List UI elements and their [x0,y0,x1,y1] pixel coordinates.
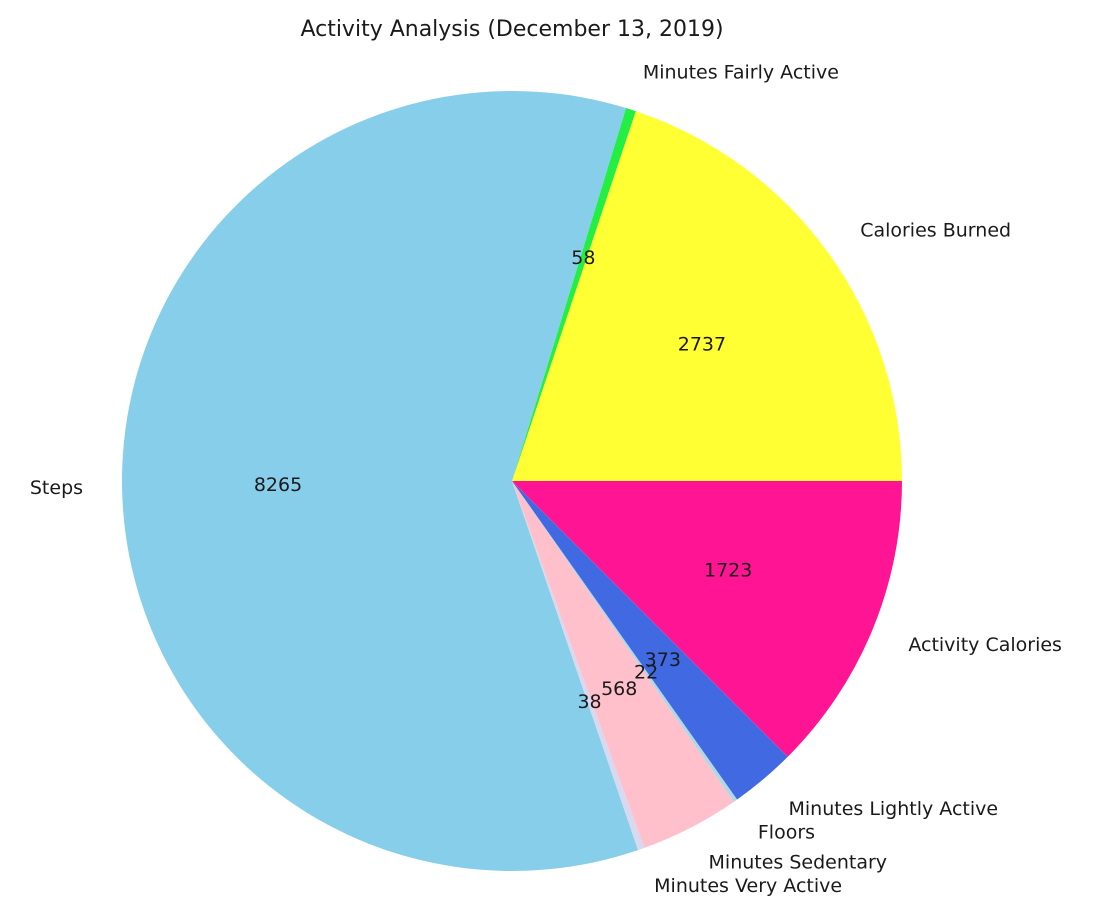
value-label-minutes-sedentary: 568 [601,678,637,700]
pie-slice-minutes-sedentary [512,481,734,848]
pie-slice-calories-burned [512,111,902,482]
pie-slice-minutes-very-active [512,481,645,851]
slice-label-minutes-fairly-active: Minutes Fairly Active [643,61,839,83]
value-label-floors: 22 [634,662,658,684]
slice-labels: Calories Burned Minutes Fairly Active Step… [30,61,1062,896]
slice-label-calories-burned: Calories Burned [860,219,1011,241]
slice-label-minutes-sedentary: Minutes Sedentary [709,851,888,873]
slice-label-minutes-very-active: Minutes Very Active [654,875,842,897]
slice-label-steps: Steps [30,477,83,499]
value-label-activity-calories: 1723 [704,560,752,582]
value-label-minutes-very-active: 38 [577,691,601,713]
value-label-calories-burned: 2737 [678,333,726,355]
pie-slice-minutes-fairly-active [512,108,636,481]
value-label-steps: 8265 [254,474,302,496]
slice-label-floors: Floors [758,822,815,844]
value-label-minutes-fairly-active: 58 [571,247,595,269]
slice-label-minutes-lightly-active: Minutes Lightly Active [788,798,998,820]
pie-slice-minutes-lightly-active [512,481,788,800]
slice-label-activity-calories: Activity Calories [908,634,1062,656]
pie-slice-steps [122,91,639,872]
pie-slices [122,91,903,872]
pie-slice-activity-calories [512,481,903,757]
chart-title: Activity Analysis (December 13, 2019) [300,17,723,42]
pie-slice-floors [512,481,738,802]
value-label-minutes-lightly-active: 373 [645,649,681,671]
